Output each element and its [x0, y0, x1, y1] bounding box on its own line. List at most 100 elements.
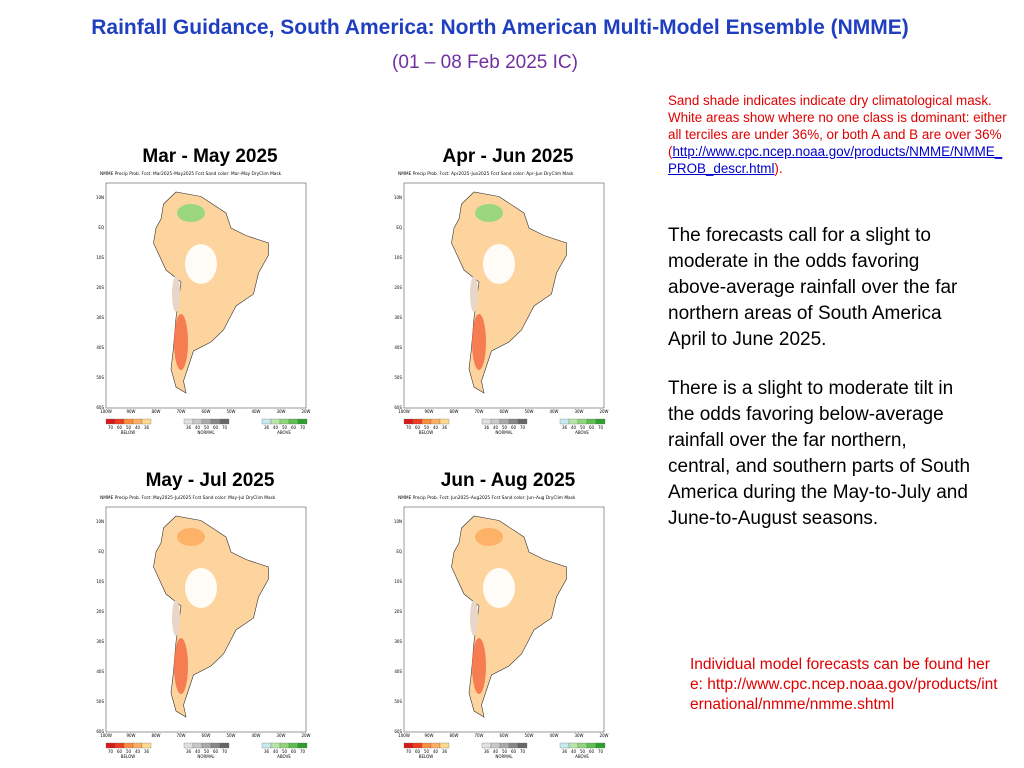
- note-paren: (: [668, 144, 673, 159]
- legend-swatch: [586, 742, 597, 749]
- map-header: NMME Precip Prob. Fcst: Mar2025–May2025 …: [100, 171, 282, 177]
- map-panel: May - Jul 2025 NMME Precip Prob. Fcst: Ma…: [96, 470, 311, 759]
- legend-swatch: [201, 418, 212, 425]
- legend-tick: 40: [273, 749, 279, 754]
- slide-subtitle: (01 – 08 Feb 2025 IC): [392, 52, 578, 73]
- lat-label: 40S: [96, 345, 104, 350]
- panel-title: Mar - May 2025: [142, 146, 278, 167]
- legend-label: ABOVE: [575, 430, 589, 435]
- legend-label: NORMAL: [495, 754, 513, 759]
- lat-label: 10S: [394, 255, 402, 260]
- forecast-shade: [483, 244, 515, 284]
- lat-label: 50S: [96, 375, 104, 380]
- lon-label: 80W: [449, 409, 458, 414]
- legend-tick: 40: [571, 425, 577, 430]
- lon-label: 100W: [398, 733, 410, 738]
- dry-mask: [172, 600, 180, 636]
- legend-swatch: [297, 418, 308, 425]
- legend-label: BELOW: [419, 430, 434, 435]
- legend-swatch: [201, 742, 212, 749]
- legend-label: BELOW: [121, 754, 136, 759]
- panel-title: May - Jul 2025: [146, 470, 275, 491]
- panel-title: Jun - Aug 2025: [441, 470, 576, 491]
- lat-label: 10S: [96, 255, 104, 260]
- legend-swatch: [421, 418, 432, 425]
- lon-label: 40W: [251, 733, 260, 738]
- legend-tick: 40: [135, 749, 141, 754]
- legend-tick: 60: [213, 425, 219, 430]
- legend-swatch: [279, 742, 290, 749]
- lat-label: 10N: [394, 519, 402, 524]
- legend-swatch: [412, 418, 423, 425]
- mask-note: Sand shade indicates indicate dry climat…: [668, 92, 1008, 177]
- lon-label: 80W: [151, 733, 160, 738]
- forecast-shade: [174, 314, 188, 370]
- lat-label: EQ: [396, 549, 402, 554]
- forecast-shade: [185, 568, 217, 608]
- lon-label: 20W: [301, 409, 310, 414]
- lon-label: 40W: [549, 409, 558, 414]
- legend-swatch: [183, 418, 194, 425]
- legend-swatch: [481, 418, 492, 425]
- lat-label: EQ: [396, 225, 402, 230]
- legend-tick: 60: [213, 749, 219, 754]
- map-panel: Apr - Jun 2025 NMME Precip Prob. Fcst: Ap…: [394, 146, 609, 435]
- forecast-shade: [174, 638, 188, 694]
- lat-label: 30S: [394, 315, 402, 320]
- legend-tick: 40: [195, 749, 201, 754]
- legend-swatch: [279, 418, 290, 425]
- lon-label: 80W: [449, 733, 458, 738]
- lat-label: EQ: [98, 225, 104, 230]
- forecast-shade: [472, 638, 486, 694]
- slide-title: Rainfall Guidance, South America: North …: [91, 16, 909, 39]
- note-link[interactable]: http://www.cpc.ncep.noaa.gov/products/NM…: [668, 144, 1003, 176]
- lon-label: 60W: [201, 409, 210, 414]
- legend-tick: 70: [108, 749, 114, 754]
- legend-tick: 36: [484, 425, 490, 430]
- legend-swatch: [403, 418, 414, 425]
- legend-tick: 36: [144, 425, 150, 430]
- dry-mask: [470, 600, 478, 636]
- legend-tick: 50: [424, 425, 430, 430]
- legend-swatch: [439, 418, 450, 425]
- legend-tick: 50: [502, 749, 508, 754]
- lon-label: 30W: [574, 409, 583, 414]
- legend-tick: 40: [273, 425, 279, 430]
- lat-label: 60S: [394, 729, 402, 734]
- wet-shade: [475, 204, 503, 222]
- legend-tick: 50: [126, 749, 132, 754]
- legend-tick: 50: [424, 749, 430, 754]
- legend-tick: 70: [520, 425, 526, 430]
- lon-label: 90W: [424, 733, 433, 738]
- legend-label: NORMAL: [495, 430, 513, 435]
- legend-swatch: [499, 742, 510, 749]
- legend-tick: 36: [264, 425, 270, 430]
- lon-label: 20W: [301, 733, 310, 738]
- legend-swatch: [439, 742, 450, 749]
- legend-tick: 70: [300, 749, 306, 754]
- legend-swatch: [288, 418, 299, 425]
- legend-label: NORMAL: [197, 754, 215, 759]
- legend-swatch: [288, 742, 299, 749]
- legend-tick: 70: [222, 425, 228, 430]
- legend-tick: 40: [433, 749, 439, 754]
- lon-label: 60W: [201, 733, 210, 738]
- legend-label: ABOVE: [575, 754, 589, 759]
- legend-tick: 36: [186, 425, 192, 430]
- legend-tick: 40: [433, 425, 439, 430]
- legend-swatch: [568, 742, 579, 749]
- legend-tick: 36: [442, 749, 448, 754]
- legend-swatch: [114, 742, 125, 749]
- legend-swatch: [577, 742, 588, 749]
- legend-label: BELOW: [419, 754, 434, 759]
- lat-label: 60S: [96, 729, 104, 734]
- lon-label: 50W: [524, 733, 533, 738]
- legend-label: ABOVE: [277, 754, 291, 759]
- lon-label: 30W: [276, 409, 285, 414]
- lat-label: 30S: [394, 639, 402, 644]
- lat-label: 40S: [96, 669, 104, 674]
